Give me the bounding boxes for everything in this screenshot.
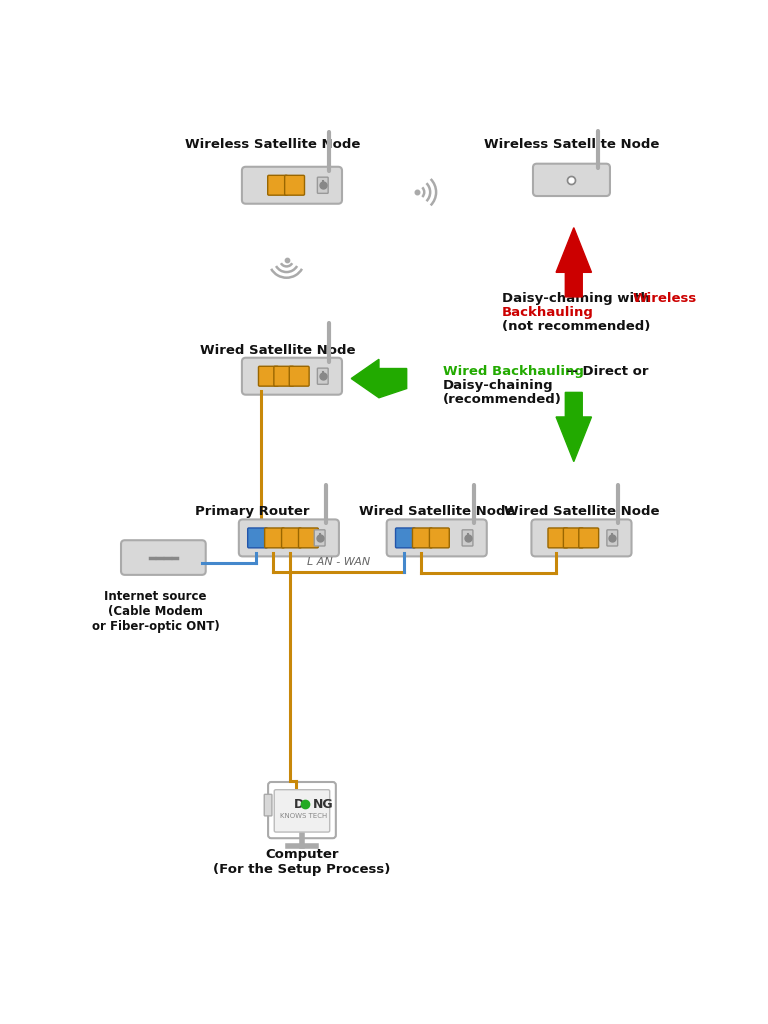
- Polygon shape: [556, 227, 591, 297]
- Text: Wired Backhauling: Wired Backhauling: [443, 366, 584, 379]
- Text: Wireless: Wireless: [633, 292, 697, 305]
- FancyBboxPatch shape: [239, 519, 339, 556]
- Text: Computer
(For the Setup Process): Computer (For the Setup Process): [214, 848, 391, 877]
- FancyBboxPatch shape: [285, 175, 304, 196]
- Text: Wireless Satellite Node: Wireless Satellite Node: [484, 138, 659, 151]
- FancyBboxPatch shape: [274, 367, 293, 386]
- Text: Wired Satellite Node: Wired Satellite Node: [200, 344, 356, 357]
- Text: Wired Satellite Node: Wired Satellite Node: [359, 505, 515, 518]
- FancyBboxPatch shape: [274, 790, 329, 833]
- FancyBboxPatch shape: [429, 528, 449, 548]
- Polygon shape: [556, 392, 591, 462]
- FancyBboxPatch shape: [265, 528, 284, 548]
- FancyBboxPatch shape: [607, 529, 617, 546]
- FancyBboxPatch shape: [564, 528, 583, 548]
- Text: Daisy-chaining with: Daisy-chaining with: [502, 292, 654, 305]
- Text: (not recommended): (not recommended): [502, 319, 650, 333]
- Text: NG: NG: [313, 798, 333, 811]
- FancyBboxPatch shape: [533, 164, 610, 196]
- FancyBboxPatch shape: [396, 528, 415, 548]
- FancyBboxPatch shape: [290, 367, 310, 386]
- FancyBboxPatch shape: [248, 528, 267, 548]
- FancyBboxPatch shape: [412, 528, 432, 548]
- Text: Wired Satellite Node: Wired Satellite Node: [504, 505, 659, 518]
- FancyBboxPatch shape: [259, 367, 278, 386]
- FancyBboxPatch shape: [121, 541, 206, 574]
- FancyBboxPatch shape: [314, 529, 325, 546]
- FancyBboxPatch shape: [386, 519, 487, 556]
- Text: D: D: [294, 798, 304, 811]
- Text: KNOWS TECH: KNOWS TECH: [280, 813, 327, 819]
- FancyBboxPatch shape: [548, 528, 568, 548]
- FancyBboxPatch shape: [531, 519, 631, 556]
- Text: (recommended): (recommended): [443, 393, 561, 407]
- FancyBboxPatch shape: [299, 528, 319, 548]
- Text: Wireless Satellite Node: Wireless Satellite Node: [185, 138, 360, 151]
- Text: Daisy-chaining: Daisy-chaining: [443, 379, 554, 392]
- Polygon shape: [351, 359, 407, 397]
- FancyBboxPatch shape: [579, 528, 598, 548]
- Text: L AN - WAN: L AN - WAN: [306, 557, 369, 567]
- Text: Backhauling: Backhauling: [502, 306, 594, 319]
- FancyBboxPatch shape: [317, 368, 328, 384]
- FancyBboxPatch shape: [264, 795, 272, 816]
- FancyBboxPatch shape: [268, 175, 287, 196]
- Text: Internet source
(Cable Modem
or Fiber-optic ONT): Internet source (Cable Modem or Fiber-op…: [92, 590, 220, 633]
- FancyBboxPatch shape: [242, 357, 342, 394]
- Text: Primary Router: Primary Router: [194, 505, 310, 518]
- FancyBboxPatch shape: [317, 177, 328, 194]
- FancyBboxPatch shape: [282, 528, 301, 548]
- FancyBboxPatch shape: [268, 782, 336, 839]
- FancyBboxPatch shape: [242, 167, 342, 204]
- Text: -- Direct or: -- Direct or: [562, 366, 649, 379]
- FancyBboxPatch shape: [462, 529, 473, 546]
